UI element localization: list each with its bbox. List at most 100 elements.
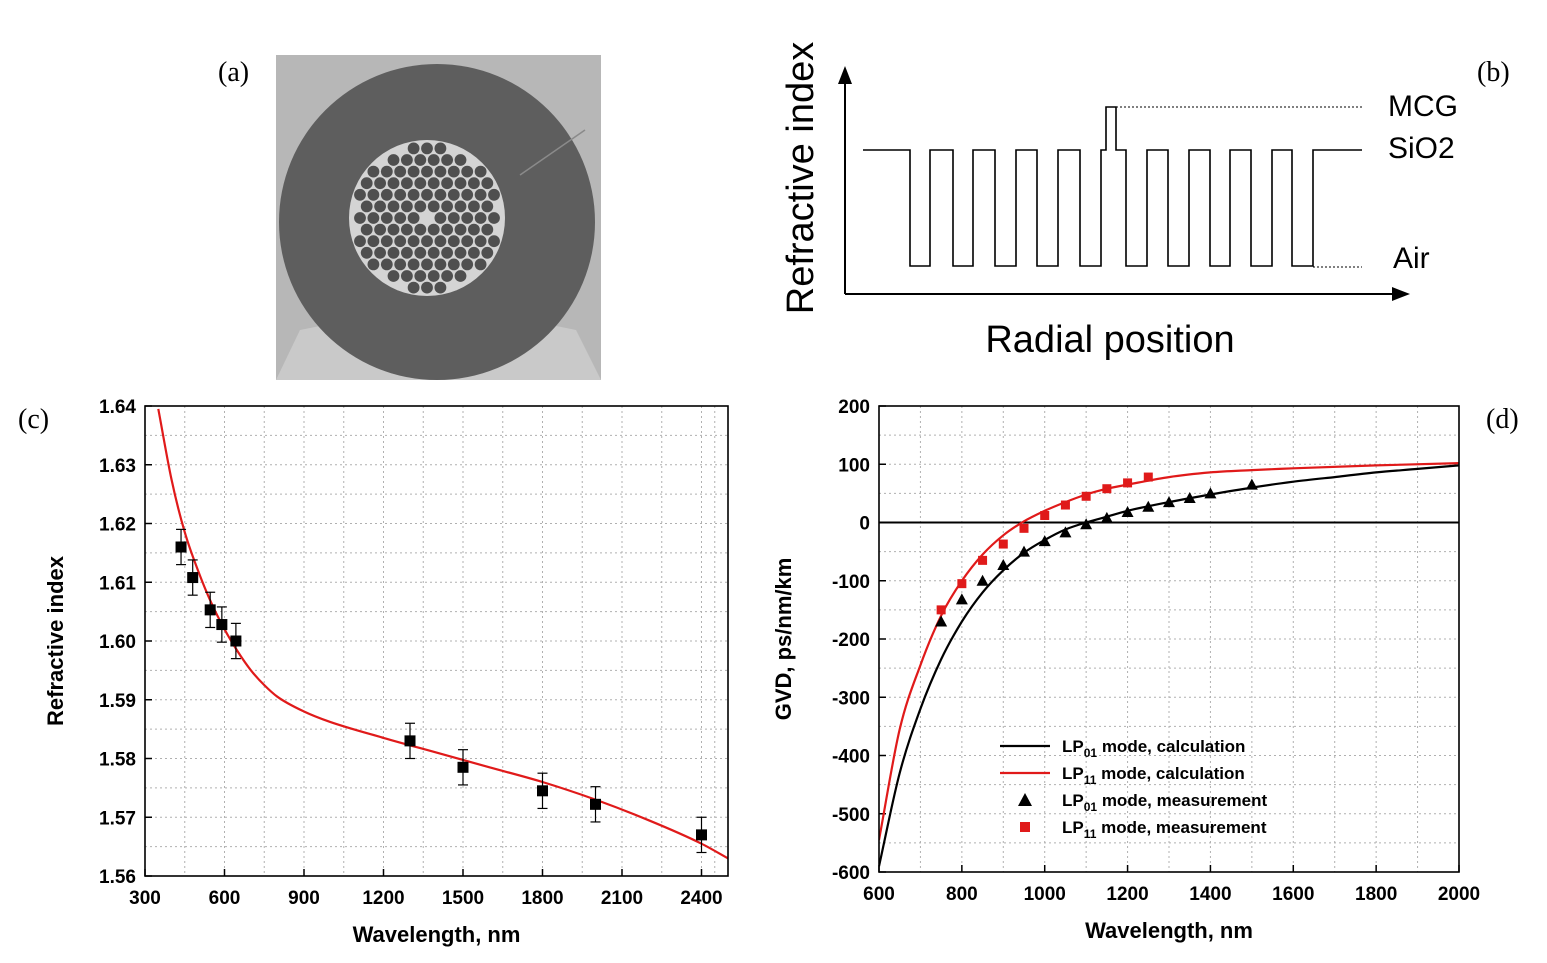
air-hole: [407, 142, 420, 155]
air-hole: [441, 200, 453, 213]
air-hole: [427, 270, 440, 282]
air-hole: [454, 200, 467, 213]
data-point-lp01-mode-measurement: [1018, 545, 1030, 557]
y-tick-label: 1.63: [99, 456, 136, 477]
air-hole: [454, 154, 467, 166]
y-tick-label: 200: [838, 397, 870, 418]
legend-swatch-lp11-mode-measurement: [1020, 822, 1030, 832]
plot-frame: [878, 405, 1460, 873]
air-hole: [421, 235, 433, 248]
air-hole: [474, 165, 487, 178]
legend-label-subscript: 01: [1084, 800, 1098, 814]
air-hole: [387, 200, 400, 213]
air-hole: [414, 200, 427, 213]
panel-a: (a): [218, 55, 601, 380]
air-hole: [447, 165, 460, 178]
air-hole: [407, 235, 420, 248]
air-hole: [394, 188, 407, 201]
schematic-y-arrow: [838, 66, 852, 84]
legend-label-suffix: mode, calculation: [1097, 737, 1245, 756]
air-hole: [447, 258, 460, 271]
y-tick-label: -600: [832, 863, 870, 884]
legend-label-suffix: mode, measurement: [1096, 818, 1266, 837]
air-hole: [360, 223, 373, 236]
plot-frame: [144, 405, 729, 877]
air-hole: [394, 165, 407, 178]
data-point-lp01-mode-measurement: [955, 593, 968, 605]
air-hole: [447, 235, 460, 248]
panel-d: (d) 600 800 1000 1200 1400 1600 1800 2000-600-5…: [771, 397, 1519, 943]
data-point-lp01-mode-measurement: [935, 615, 948, 627]
x-axis-label: Wavelength, nm: [353, 922, 521, 947]
air-hole: [434, 281, 447, 294]
x-tick-label: 1400: [1189, 884, 1231, 905]
data-point-lp01-mode-measurement: [1142, 500, 1155, 512]
data-point-measurement: [204, 604, 216, 616]
x-tick-label: 2400: [680, 888, 722, 909]
y-tick-label: -100: [832, 572, 870, 593]
air-hole: [414, 246, 427, 259]
air-hole: [421, 188, 433, 201]
x-tick-label: 600: [863, 884, 895, 905]
air-hole: [367, 165, 380, 178]
data-point-lp11-mode-measurement: [1143, 472, 1153, 482]
air-hole: [434, 188, 447, 201]
panel-label-c: (c): [18, 404, 49, 435]
level-label-air: Air: [1393, 242, 1430, 275]
x-tick-label: 1200: [362, 888, 404, 909]
x-tick-label: 2100: [601, 888, 643, 909]
y-tick-label: 0: [859, 514, 870, 535]
data-point-lp11-mode-measurement: [936, 605, 946, 615]
air-hole: [441, 246, 453, 259]
air-hole: [407, 165, 420, 178]
air-hole: [421, 142, 433, 155]
air-hole: [454, 223, 467, 236]
legend-label-lp01-mode-calculation: LP01 mode, calculation: [1062, 737, 1245, 760]
y-tick-label: 100: [838, 455, 870, 476]
air-hole: [414, 154, 427, 166]
y-tick-label: 1.61: [99, 573, 136, 594]
legend-label-prefix: LP: [1062, 737, 1084, 756]
air-hole: [488, 235, 500, 248]
fiber-core-region: [349, 140, 505, 296]
air-hole: [387, 177, 400, 190]
schematic-x-arrow: [1392, 287, 1410, 301]
y-tick-label: 1.58: [99, 750, 136, 771]
air-hole: [387, 246, 400, 259]
air-hole: [401, 246, 413, 259]
data-point-lp01-mode-measurement: [997, 559, 1010, 571]
air-hole: [394, 212, 407, 224]
air-holes: [354, 142, 500, 294]
x-tick-label: 1200: [1106, 884, 1148, 905]
y-tick-label: 1.59: [99, 691, 136, 712]
data-point-lp01-mode-measurement: [1245, 478, 1258, 490]
air-hole: [380, 235, 393, 248]
x-tick-label: 1800: [521, 888, 563, 909]
air-hole: [394, 258, 407, 271]
cladding-crack: [519, 129, 586, 176]
air-hole: [434, 258, 447, 271]
air-hole: [474, 258, 487, 271]
air-hole: [394, 235, 407, 248]
legend-label-prefix: LP: [1062, 764, 1084, 783]
air-hole: [367, 235, 380, 248]
data-point-lp11-mode-measurement: [1102, 484, 1112, 494]
air-hole: [374, 177, 386, 190]
y-axis-label: GVD, ps/nm/km: [771, 558, 796, 721]
air-hole: [380, 188, 393, 201]
air-hole: [354, 235, 366, 248]
air-hole: [481, 223, 494, 236]
air-hole: [374, 223, 386, 236]
air-hole: [421, 258, 433, 271]
air-hole: [360, 200, 373, 213]
air-hole: [367, 188, 380, 201]
air-hole: [421, 165, 433, 178]
data-point-measurement: [696, 829, 707, 841]
air-hole: [401, 177, 413, 190]
air-hole: [407, 281, 420, 294]
panel-b: (b) Refractive index Radial position MCG…: [780, 42, 1510, 361]
air-hole: [380, 212, 393, 224]
schematic-ylabel: Refractive index: [780, 42, 822, 314]
data-point-lp11-mode-measurement: [998, 539, 1008, 549]
air-hole: [387, 154, 400, 166]
